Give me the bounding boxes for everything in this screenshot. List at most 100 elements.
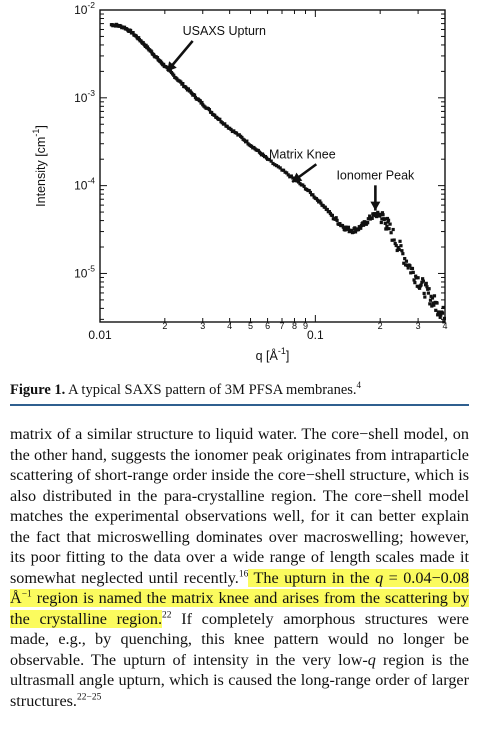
data-point-308 [399,244,403,248]
data-point-334 [421,277,425,281]
data-point-324 [413,281,417,285]
data-point-346 [429,294,433,298]
paragraph-text: matrix of a similar structure to liquid … [10,425,469,587]
data-point-323 [412,278,416,282]
data-point-220 [334,216,338,220]
data-point-240 [351,230,355,234]
reference-16: 16 [238,569,249,580]
data-point-312 [403,256,407,261]
data-point-139 [232,129,236,133]
y-axis: 10-5 10-4 10-3 10-2 [74,0,445,320]
data-point-111 [200,100,204,105]
data-point-243 [353,230,358,234]
data-point-294 [386,220,390,224]
data-point-177 [281,168,286,172]
data-point-274 [374,214,379,219]
data-point-342 [426,291,430,295]
x-tick-label-4: 5 [248,321,253,331]
data-point-336 [422,291,426,296]
y-tick-label-1: 10-4 [74,176,95,193]
data-point-172 [273,163,277,167]
x-tick-label-0: 0.01 [88,328,112,342]
y-tick-label-3: 10-2 [74,0,95,17]
data-point-319 [409,271,413,275]
data-point-361 [439,313,443,317]
data-point-170 [269,159,273,163]
data-point-332 [419,283,423,287]
data-point-209 [323,205,327,209]
data-point-231 [344,225,348,229]
data-point-175 [278,166,282,170]
annotation-arrowhead-2 [370,201,381,211]
data-point-182 [289,174,293,178]
data-point-303 [394,243,398,248]
data-point-285 [381,213,385,217]
data-point-80 [172,73,176,77]
data-point-347 [430,304,434,308]
paragraph-text-continued: If completely amorphous structures were … [10,609,469,669]
data-point-169 [267,157,271,162]
data-point-159 [256,148,260,153]
y-tick-label-0: 10-5 [74,263,95,280]
data-point-213 [327,209,331,214]
annotation-label-1: Matrix Knee [269,147,336,161]
data-point-360 [438,315,442,319]
data-point-292 [385,224,389,228]
data-point-276 [376,210,380,215]
data-point-296 [387,227,391,231]
data-point-204 [318,199,322,203]
data-point-314 [404,259,409,263]
data-point-345 [428,298,433,302]
data-point-132 [223,122,227,126]
saxs-figure: 0.01 2 3 4 5 6 7 8 90.1 2 3 4 10-5 10-4 10-3 10-2 USAX… [31,0,448,363]
data-point-318 [408,264,412,268]
data-point-191 [302,184,306,189]
y-tick-label-2: 10-3 [74,88,95,105]
data-point-179 [285,171,289,175]
annotation-label-0: USAXS Upturn [183,24,266,38]
data-point-306 [397,247,401,252]
caption-reference: 4 [356,380,362,390]
data-point-145 [240,135,244,140]
data-point-251 [359,224,364,228]
data-point-302 [393,241,397,246]
data-point-328 [416,276,420,280]
x-tick-label-7: 8 [292,321,297,331]
data-point-358 [437,313,441,317]
data-point-60 [155,56,160,60]
data-point-227 [340,223,345,228]
data-point-291 [384,227,388,231]
data-point-289 [383,221,387,225]
data-point-263 [368,214,372,218]
x-tick-label-5: 6 [265,321,270,331]
data-point-205 [319,201,323,205]
data-point-313 [403,263,408,267]
data-point-228 [341,225,345,229]
data-point-221 [335,218,339,222]
data-point-202 [315,198,320,202]
data-point-359 [437,310,442,314]
q-symbol: q [367,650,376,669]
data-point-128 [218,117,222,121]
data-point-364 [441,311,445,315]
annotation-arrowhead-1 [292,172,303,182]
x-axis-label: q [Å-1] [256,346,290,363]
data-point-325 [414,274,418,278]
data-point-316 [406,266,410,270]
data-point-281 [379,213,383,217]
data-point-109 [198,99,202,103]
data-point-355 [435,301,439,305]
data-point-87 [179,80,183,84]
data-point-230 [343,228,347,232]
data-point-168 [265,157,270,161]
data-point-367 [442,316,447,321]
data-point-339 [424,281,428,285]
caption-text: A typical SAXS pattern of 3M PFSA membra… [65,381,357,398]
data-point-137 [229,127,233,132]
data-point-180 [286,173,290,177]
data-point-173 [274,164,279,168]
data-point-351 [432,294,437,298]
data-point-45 [145,45,150,49]
data-point-195 [307,188,311,193]
